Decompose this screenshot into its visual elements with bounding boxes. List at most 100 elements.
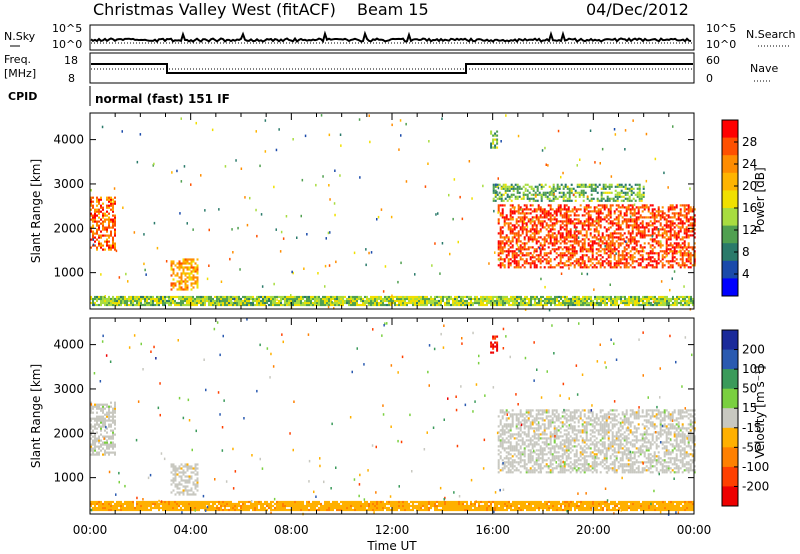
power-echo-cell [182, 301, 184, 305]
power-echo-cell [621, 262, 624, 265]
power-echo-cell [410, 299, 412, 303]
velocity-echo-cell [196, 479, 199, 482]
power-echo-cell [519, 250, 522, 253]
power-echo-cell [519, 218, 522, 221]
power-echo-cell [539, 214, 542, 217]
power-echo-cell [594, 187, 597, 190]
velocity-echo-cell [186, 491, 189, 494]
power-echo-cell [651, 208, 654, 211]
power-echo-cell [531, 216, 534, 219]
power-echo-cell [398, 297, 400, 301]
power-echo-cell [685, 258, 688, 261]
power-echo-cell [527, 262, 530, 265]
power-echo-cell [268, 299, 270, 303]
power-echo-cell [651, 232, 654, 235]
power-echo-cell [642, 301, 644, 305]
power-echo-cell [533, 210, 536, 213]
power-echo-cell [336, 297, 338, 301]
velocity-echo-cell [184, 481, 187, 484]
power-echo-cell [96, 238, 98, 241]
velocity-echo-cell [96, 403, 98, 406]
power-echo-cell [220, 295, 222, 299]
power-echo-cell [570, 299, 572, 303]
power-echo-cell [143, 262, 145, 266]
power-echo-cell [675, 242, 678, 245]
power-echo-cell [238, 299, 240, 303]
power-echo-cell [446, 303, 448, 307]
power-echo-cell [663, 232, 666, 235]
power-echo-cell [614, 133, 617, 136]
power-echo-cell [549, 234, 552, 237]
power-echo-cell [583, 264, 586, 267]
power-echo-cell [620, 295, 622, 299]
power-echo-cell [597, 214, 600, 217]
power-echo-cell [644, 295, 646, 299]
velocity-echo-cell [262, 502, 264, 506]
power-echo-cell [314, 303, 316, 307]
power-echo-cell [643, 228, 646, 231]
power-echo-cell [591, 262, 594, 265]
power-echo-cell [547, 212, 550, 215]
velocity-echo-cell [170, 465, 173, 468]
power-echo-cell [621, 250, 624, 253]
power-echo-cell [206, 299, 208, 303]
power-echo-cell [499, 262, 502, 265]
power-echo-cell [106, 226, 108, 229]
power-echo-cell [464, 295, 466, 299]
power-echo-cell [595, 256, 598, 259]
power-echo-cell [669, 222, 672, 225]
velocity-echo-cell [168, 502, 170, 506]
power-echo-cell [665, 244, 668, 247]
power-echo-cell [563, 228, 566, 231]
power-echo-cell [568, 301, 570, 305]
power-echo-cell [535, 264, 538, 267]
power-echo-cell [578, 195, 581, 198]
power-echo-cell [616, 195, 619, 198]
power-echo-cell [525, 228, 528, 231]
power-echo-cell [680, 301, 682, 305]
power-echo-cell [240, 297, 242, 301]
velocity-echo-cell [214, 502, 216, 506]
power-echo-cell [556, 297, 558, 301]
power-echo-cell [308, 303, 310, 307]
power-echo-cell [590, 199, 593, 202]
power-echo-cell [594, 303, 596, 307]
power-echo-cell [685, 254, 688, 257]
velocity-echo-cell [182, 491, 185, 494]
power-echo-cell [356, 295, 358, 299]
power-echo-cell [503, 266, 506, 269]
power-echo-cell [616, 303, 618, 307]
power-echo-cell [635, 226, 638, 229]
power-echo-cell [370, 295, 372, 299]
power-echo-cell [519, 248, 522, 251]
power-echo-cell [632, 301, 634, 305]
power-echo-cell [148, 297, 150, 301]
power-echo-field [90, 114, 696, 312]
power-echo-cell [612, 297, 614, 301]
power-echo-cell [275, 228, 277, 231]
power-echo-cell [647, 242, 650, 245]
power-echo-cell [114, 220, 116, 223]
power-echo-cell [683, 254, 686, 257]
velocity-echo-cell [290, 502, 292, 506]
power-echo-cell [691, 230, 694, 233]
power-echo-cell [677, 232, 680, 235]
power-echo-cell [627, 262, 630, 265]
power-echo-cell [573, 224, 576, 227]
velocity-echo-cell [176, 473, 179, 476]
power-echo-cell [518, 297, 520, 301]
power-echo-cell [457, 240, 459, 244]
power-echo-cell [102, 216, 104, 219]
velocity-echo-cell [210, 508, 212, 512]
power-echo-cell [609, 222, 612, 225]
power-echo-cell [104, 214, 106, 217]
power-echo-cell [556, 303, 558, 307]
power-echo-cell [278, 303, 280, 307]
power-echo-cell [567, 236, 570, 239]
power-echo-cell [542, 191, 545, 194]
power-echo-cell [501, 214, 504, 217]
velocity-echo-cell [150, 504, 152, 508]
power-echo-cell [517, 208, 520, 211]
power-echo-cell [551, 248, 554, 251]
power-echo-cell [590, 299, 592, 303]
